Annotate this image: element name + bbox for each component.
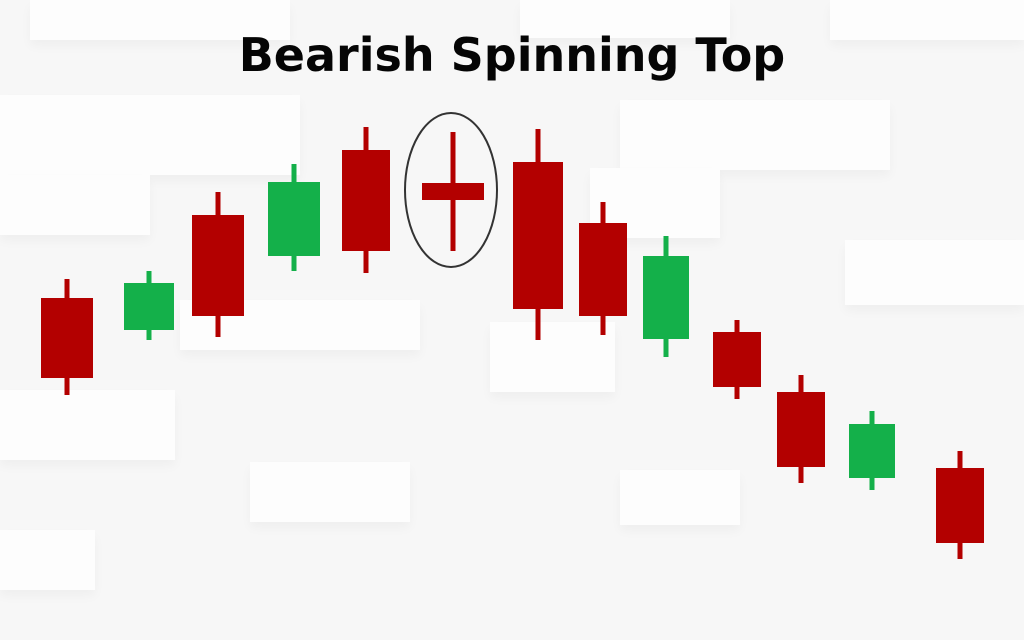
candle-body <box>579 223 627 316</box>
candle-body <box>849 424 895 478</box>
candle-4 <box>268 164 320 271</box>
candle-body <box>777 392 825 467</box>
candle-body <box>513 162 563 309</box>
candle-body <box>643 256 689 339</box>
candle-7 <box>513 129 563 340</box>
candle-8 <box>579 202 627 335</box>
candle-body <box>41 298 93 378</box>
candle-3 <box>192 192 244 337</box>
candle-9 <box>643 236 689 357</box>
candle-12 <box>849 411 895 490</box>
candle-body <box>124 283 174 330</box>
candle-body <box>422 183 484 200</box>
highlight-ellipse <box>404 112 498 268</box>
candle-1 <box>41 279 93 395</box>
candle-10 <box>713 320 761 399</box>
candle-body <box>342 150 390 251</box>
candle-body <box>268 182 320 256</box>
candle-body <box>713 332 761 387</box>
candle-2 <box>124 271 174 340</box>
candle-11 <box>777 375 825 483</box>
candle-body <box>192 215 244 316</box>
candle-body <box>936 468 984 543</box>
spinning-top-candle <box>422 132 484 251</box>
chart-title: Bearish Spinning Top <box>238 28 786 82</box>
candle-5 <box>342 127 390 273</box>
candle-13 <box>936 451 984 559</box>
